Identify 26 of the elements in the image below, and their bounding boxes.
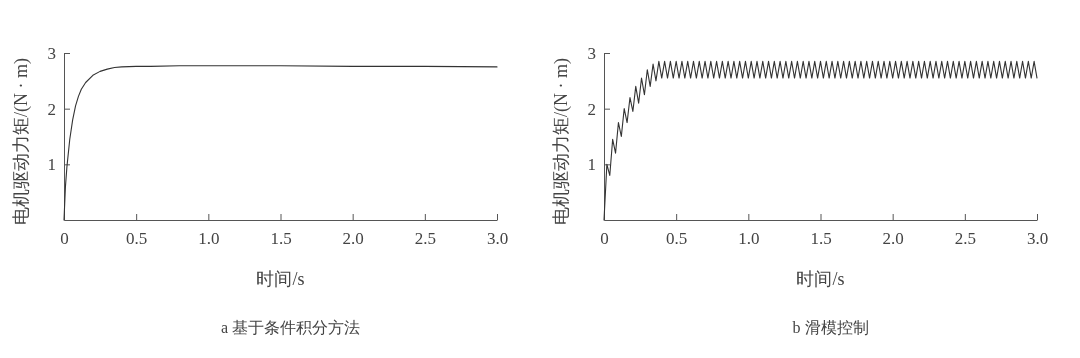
y-tick-label: 1 (587, 155, 596, 175)
x-tick-label: 3.0 (1026, 229, 1049, 249)
x-tick-label: 2.5 (954, 229, 976, 249)
x-tick-label: 0 (600, 229, 609, 249)
y-tick-label: 3 (47, 43, 56, 63)
x-axis-title: 时间/s (256, 269, 305, 289)
x-tick-label: 0 (60, 229, 69, 249)
x-tick-label: 0.5 (666, 229, 688, 249)
text: a 基于条件积分方法 (220, 319, 361, 336)
x-tick-label: 3.0 (486, 229, 509, 249)
x-tick-label: 0.5 (126, 229, 148, 249)
x-tick-label: 2.5 (414, 229, 436, 249)
y-axis-title: 电机驱动力矩/(N · m) (551, 58, 572, 225)
y-axis-title: 电机驱动力矩/(N · m) (11, 58, 32, 225)
x-axis-title: 时间/s (796, 269, 845, 289)
text: b 滑模控制 (792, 319, 869, 336)
x-tick-label: 1.5 (810, 229, 832, 249)
y-tick-label: 1 (47, 155, 56, 175)
y-tick-label: 2 (47, 99, 56, 119)
y-tick-label: 3 (587, 43, 596, 63)
x-tick-label: 1.0 (738, 229, 760, 249)
x-tick-label: 1.0 (198, 229, 220, 249)
y-tick-label: 2 (587, 99, 596, 119)
x-tick-label: 1.5 (270, 229, 292, 249)
x-tick-label: 2.0 (882, 229, 904, 249)
x-tick-label: 2.0 (342, 229, 364, 249)
